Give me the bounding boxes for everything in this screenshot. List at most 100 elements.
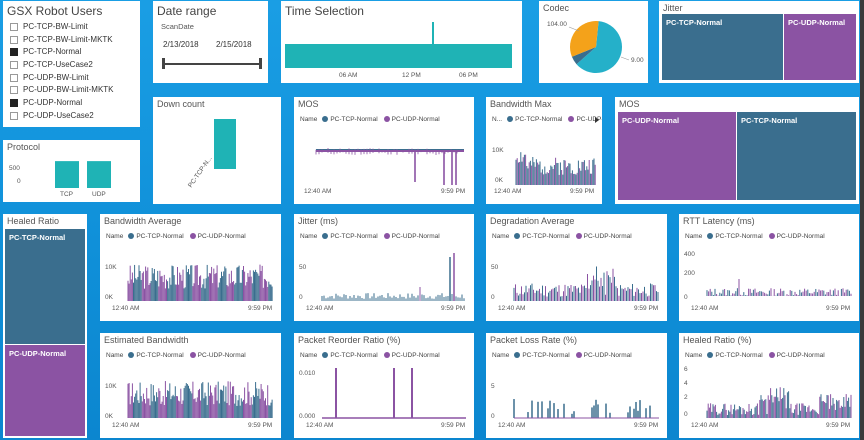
bwmax-x-start: 12:40 AM xyxy=(494,188,522,195)
healed-tree-title: Healed Ratio xyxy=(7,216,60,226)
date-start-input[interactable]: 2/13/2018 xyxy=(163,40,199,49)
codec-title: Codec xyxy=(543,3,570,13)
x-tick-end: 9:59 PM xyxy=(248,305,273,312)
x-tick-start: 12:40 AM xyxy=(691,305,719,312)
reorder-chart[interactable]: Packet Reorder Ratio (%) Name PC-TCP-Norm… xyxy=(294,333,474,438)
legend-item-tcp: PC-TCP-Normal xyxy=(715,352,763,359)
rtt-chart[interactable]: RTT Latency (ms) Name PC-TCP-Normal PC-UDP… xyxy=(679,214,859,321)
legend-item-udp: PC-UDP-Normal xyxy=(197,352,246,359)
x-tick-end: 9:59 PM xyxy=(634,305,659,312)
legend-item-tcp: PC-TCP-Normal xyxy=(330,233,378,240)
legend-name: Name xyxy=(492,233,510,240)
legend-item-udp: PC-UDP-Normal xyxy=(391,233,440,240)
packet-loss-chart[interactable]: Packet Loss Rate (%) Name PC-TCP-Normal PC… xyxy=(486,333,667,438)
date-slider-end-handle[interactable] xyxy=(259,58,262,69)
checkbox-icon[interactable] xyxy=(10,35,18,44)
legend-item-tcp: PC-TCP-Normal xyxy=(136,352,184,359)
mos-legend-name: Name xyxy=(300,116,318,123)
checkbox-icon[interactable] xyxy=(10,60,18,69)
robot-user-label: PC-TCP-BW-Limit-MKTK xyxy=(23,34,113,44)
time-selection-chart: Time Selection 06 AM 12 PM 06 PM xyxy=(281,1,522,83)
robot-user-label: PC-UDP-UseCase2 xyxy=(23,110,94,120)
time-selection-area[interactable] xyxy=(285,44,512,68)
robot-user-label: PC-UDP-Normal xyxy=(23,98,83,108)
bandwidth-avg-chart[interactable]: Bandwidth Average Name PC-TCP-Normal PC-UD… xyxy=(100,214,281,321)
robot-user-option[interactable]: PC-TCP-UseCase2 xyxy=(9,59,114,72)
pie-slice xyxy=(576,21,622,73)
y-tick: 0 xyxy=(491,294,495,301)
mos-treemap: MOS PC-UDP-Normal PC-TCP-Normal xyxy=(615,97,859,204)
down-count-bar xyxy=(214,119,236,169)
y-tick: 400 xyxy=(684,251,695,258)
checkbox-icon[interactable] xyxy=(10,111,18,120)
robot-user-option[interactable]: PC-UDP-UseCase2 xyxy=(9,110,114,123)
legend-next-icon[interactable] xyxy=(595,117,599,123)
legend-name: Name xyxy=(685,352,703,359)
legend-item-udp: PC-UDP-Normal xyxy=(391,352,440,359)
legend-item-tcp: PC-TCP-Normal xyxy=(522,352,570,359)
checkbox-icon[interactable] xyxy=(10,48,18,57)
checkbox-icon[interactable] xyxy=(10,22,18,31)
robot-user-option[interactable]: PC-UDP-BW-Limit-MKTK xyxy=(9,84,114,97)
x-tick-start: 12:40 AM xyxy=(691,422,719,429)
bwmax-y-10k: 10K xyxy=(492,147,504,154)
robot-users-slicer: GSX Robot Users PC-TCP-BW-Limit PC-TCP-BW… xyxy=(3,1,140,127)
mos-legend-b: PC-UDP-Normal xyxy=(391,116,440,123)
mos-x-start: 12:40 AM xyxy=(304,188,332,195)
legend-name: Name xyxy=(300,233,318,240)
jitter-tree-udp[interactable]: PC-UDP-Normal xyxy=(784,14,856,80)
codec-label-9: 9.00 xyxy=(631,57,644,64)
packet-loss-legend: Name PC-TCP-Normal PC-UDP-Normal xyxy=(492,352,638,359)
robot-user-option[interactable]: PC-TCP-Normal xyxy=(9,46,114,59)
mos-line-chart[interactable]: MOS Name PC-TCP-Normal PC-UDP-Normal 12:40… xyxy=(294,97,474,204)
healed-tree-udp[interactable]: PC-UDP-Normal xyxy=(5,345,85,436)
bandwidth-avg-legend: Name PC-TCP-Normal PC-UDP-Normal xyxy=(106,233,252,240)
y-tick: 0K xyxy=(105,413,113,420)
healed-tree-tcp[interactable]: PC-TCP-Normal xyxy=(5,229,85,344)
bwmax-legend-name: N... xyxy=(492,116,503,123)
robot-user-option[interactable]: PC-UDP-BW-Limit xyxy=(9,72,114,85)
y-tick: 0.000 xyxy=(299,413,316,420)
legend-item-tcp: PC-TCP-Normal xyxy=(136,233,184,240)
robot-user-label: PC-UDP-BW-Limit xyxy=(23,72,89,82)
codec-pie-chart: Codec 104.00 9.00 xyxy=(539,1,648,83)
checkbox-icon[interactable] xyxy=(10,73,18,82)
protocol-bar xyxy=(55,161,79,188)
time-tick-1: 06 AM xyxy=(339,72,358,79)
y-tick: 2 xyxy=(684,394,688,401)
bandwidth-max-chart[interactable]: Bandwidth Max N... PC-TCP-Normal PC-UDP-No… xyxy=(486,97,602,204)
mos-tree-tcp[interactable]: PC-TCP-Normal xyxy=(737,112,856,200)
mos-tree-title: MOS xyxy=(619,99,640,109)
pie-leader xyxy=(568,26,580,32)
date-end-input[interactable]: 2/15/2018 xyxy=(216,40,252,49)
date-slider-track[interactable] xyxy=(163,63,261,65)
x-tick-end: 9:59 PM xyxy=(248,422,273,429)
legend-name: Name xyxy=(106,352,124,359)
y-tick: 5 xyxy=(491,383,495,390)
healed-ratio-chart[interactable]: Healed Ratio (%) Name PC-TCP-Normal PC-UDP… xyxy=(679,333,859,438)
est-bandwidth-chart[interactable]: Estimated Bandwidth Name PC-TCP-Normal PC-… xyxy=(100,333,281,438)
y-tick: 4 xyxy=(684,380,688,387)
degradation-chart[interactable]: Degradation Average Name PC-TCP-Normal PC-… xyxy=(486,214,667,321)
jitter-treemap: Jitter PC-TCP-Normal PC-UDP-Normal xyxy=(659,1,859,83)
jitter-ms-chart[interactable]: Jitter (ms) Name PC-TCP-Normal PC-UDP-Norm… xyxy=(294,214,474,321)
robot-user-option[interactable]: PC-TCP-BW-Limit xyxy=(9,21,114,34)
date-range-slicer: Date range ScanDate 2/13/2018 2/15/2018 xyxy=(153,1,268,83)
packet-loss-plot xyxy=(513,399,659,419)
robot-user-option[interactable]: PC-UDP-Normal xyxy=(9,97,114,110)
legend-item-tcp: PC-TCP-Normal xyxy=(522,233,570,240)
checkbox-icon[interactable] xyxy=(10,86,18,95)
date-field-label: ScanDate xyxy=(161,22,194,31)
jitter-tree-tcp[interactable]: PC-TCP-Normal xyxy=(662,14,783,80)
mos-tree-udp[interactable]: PC-UDP-Normal xyxy=(618,112,736,200)
codec-label-104: 104.00 xyxy=(547,21,567,28)
mos-title: MOS xyxy=(298,99,319,109)
rtt-legend: Name PC-TCP-Normal PC-UDP-Normal xyxy=(685,233,831,240)
checkbox-icon[interactable] xyxy=(10,99,18,108)
legend-item-udp: PC-UDP-Normal xyxy=(583,233,632,240)
date-slider-start-handle[interactable] xyxy=(162,58,165,69)
robot-user-option[interactable]: PC-TCP-BW-Limit-MKTK xyxy=(9,34,114,47)
degradation-legend: Name PC-TCP-Normal PC-UDP-Normal xyxy=(492,233,638,240)
protocol-x-tcp: TCP xyxy=(60,191,73,198)
x-tick-end: 9:59 PM xyxy=(826,422,851,429)
